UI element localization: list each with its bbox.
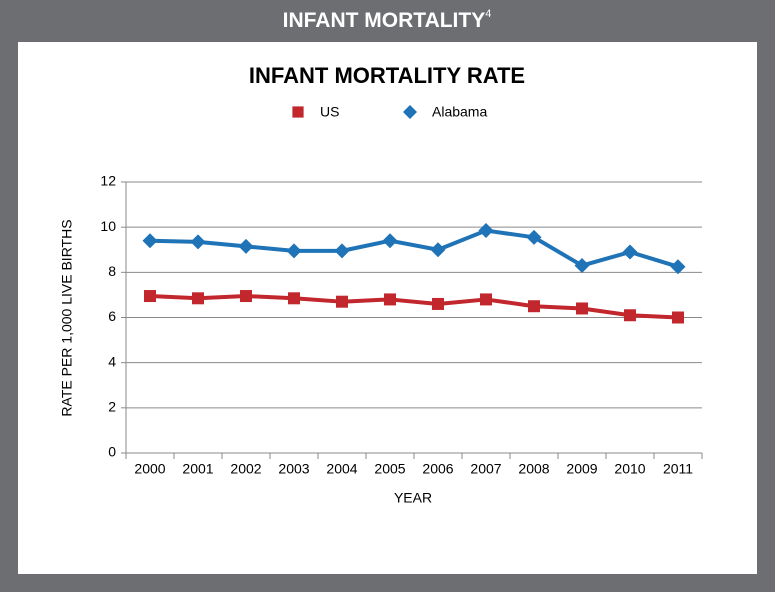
point-marker [334,243,350,259]
point-marker [382,233,398,249]
x-tick-label: 2006 [422,461,453,477]
point-marker [526,229,542,245]
point-marker [430,242,446,258]
x-tick-label: 2001 [182,461,213,477]
x-tick-label: 2004 [326,461,357,477]
point-marker [672,311,684,324]
x-tick-label: 2008 [518,461,549,477]
point-marker [624,309,636,322]
point-marker [432,297,444,310]
legend-label: Alabama [432,104,487,120]
x-tick-label: 2007 [470,461,501,477]
point-marker [336,295,348,308]
y-tick-label: 8 [108,263,116,279]
y-tick-label: 10 [100,218,116,234]
y-axis-label: RATE PER 1,000 LIVE BIRTHS [59,219,75,416]
point-marker [574,258,590,274]
point-marker [384,293,396,306]
panel [18,42,757,574]
point-marker [144,290,156,303]
y-tick-label: 4 [108,353,116,369]
point-marker [286,243,302,259]
y-tick-label: 12 [100,173,116,189]
point-marker [576,302,588,315]
point-marker [288,292,300,305]
chart-title: INFANT MORTALITY RATE [249,63,525,88]
point-marker [142,233,158,249]
point-marker [190,234,206,250]
y-tick-label: 6 [108,308,116,324]
x-tick-label: 2009 [566,461,597,477]
x-tick-label: 2002 [230,461,261,477]
x-tick-label: 2000 [134,461,165,477]
x-tick-label: 2010 [614,461,645,477]
point-marker [670,259,686,275]
legend-label: US [320,104,339,120]
series-line [149,294,679,320]
header-title: INFANT MORTALITY4 [283,8,492,32]
legend-marker [292,106,304,118]
x-tick-label: 2005 [374,461,405,477]
x-tick-label: 2011 [663,461,693,477]
x-tick-label: 2003 [278,461,309,477]
point-marker [238,238,254,254]
header-text: INFANT MORTALITY [283,9,486,32]
point-marker [192,292,204,305]
y-tick-label: 0 [108,444,116,460]
point-marker [528,300,540,313]
point-marker [622,244,638,260]
point-marker [480,293,492,306]
x-axis-label: YEAR [394,490,432,506]
y-tick-label: 2 [108,399,116,415]
point-marker [240,290,252,303]
header-superscript: 4 [485,8,491,20]
series-line [149,228,679,269]
legend-marker [403,105,417,119]
point-marker [478,223,494,239]
